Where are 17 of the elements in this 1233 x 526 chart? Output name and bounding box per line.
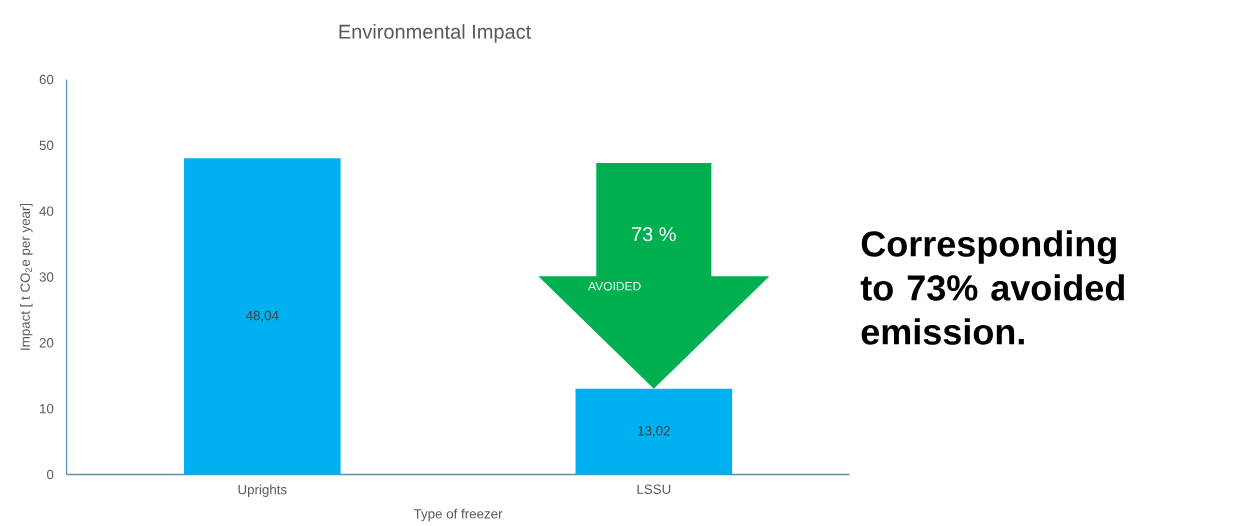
y-tick-label: 20 [39, 338, 54, 348]
y-tick-label: 60 [39, 74, 54, 85]
y-axis-title: Impact [ t CO$_{2}$e per year] [20, 204, 33, 350]
data-label: 48,04 [245, 311, 279, 323]
text: Corresponding to 73% avoided emission. [860, 230, 1124, 345]
y-tick-label: 40 [39, 206, 54, 217]
x-axis-title: Type of freezer [413, 508, 503, 522]
annotation: AVOIDED [588, 282, 641, 291]
y-tick-label: 0 [46, 469, 54, 480]
y-tick-label: 30 [39, 272, 54, 282]
x-tick-label: Uprights [238, 484, 287, 498]
data-label: 13,02 [638, 426, 670, 438]
y-tick-label: 10 [40, 404, 54, 414]
chart-title: Environmental Impact [339, 24, 532, 43]
x-tick-label: LSSU [637, 484, 671, 495]
annotation: 73 % [632, 227, 676, 242]
y-tick-label: 50 [39, 140, 54, 151]
